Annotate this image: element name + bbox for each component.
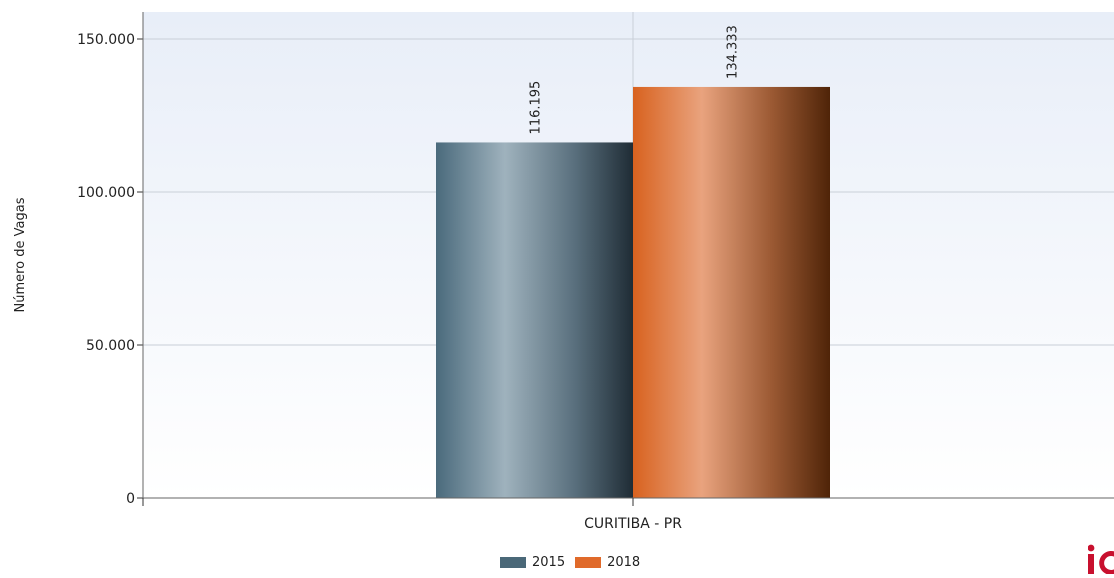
legend-swatch-2015: [500, 557, 526, 568]
legend-item-2018[interactable]: 2018: [575, 555, 640, 570]
data-labels: 116.195 134.333: [529, 25, 741, 134]
bar-2018[interactable]: [633, 86, 830, 499]
brand-logo-icon: [1088, 540, 1114, 574]
x-category-label: CURITIBA - PR: [584, 516, 682, 532]
data-label-2018: 134.333: [726, 25, 741, 79]
y-tick-label: 0: [126, 491, 135, 507]
y-tick-label: 50.000: [86, 338, 135, 354]
y-tick-label: 150.000: [77, 32, 135, 48]
bar-2015[interactable]: [436, 142, 633, 498]
legend-swatch-2018: [575, 557, 602, 568]
legend-label-2015: 2015: [532, 555, 566, 570]
legend-item-2015[interactable]: 2015: [500, 555, 565, 570]
legend: 2015 2018: [500, 555, 640, 570]
data-label-2015: 116.195: [529, 81, 544, 135]
y-tick-label: 100.000: [77, 185, 135, 201]
y-axis-title: Número de Vagas: [13, 197, 28, 312]
axes: 0 50.000 100.000 150.000 CURITIBA - PR Número…: [13, 12, 1114, 532]
bars: [436, 86, 830, 499]
legend-label-2018: 2018: [607, 555, 641, 570]
